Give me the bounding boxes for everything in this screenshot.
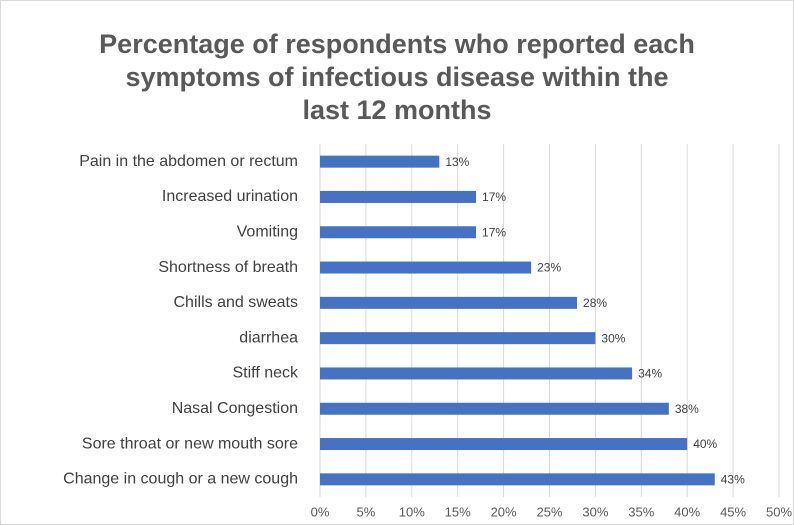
y-tick-label: Change in cough or a new cough	[63, 471, 298, 488]
y-tick-label: Pain in the abdomen or rectum	[79, 153, 298, 170]
x-tick-label: 40%	[674, 504, 700, 519]
value-label: 28%	[583, 296, 607, 310]
y-tick-label: Nasal Congestion	[172, 400, 298, 417]
value-label: 43%	[721, 473, 745, 487]
value-label: 17%	[482, 225, 506, 239]
value-label: 23%	[537, 261, 561, 275]
bar	[320, 367, 633, 380]
chart-title: Percentage of respondents who reported e…	[99, 29, 695, 125]
x-tick-label: 25%	[536, 504, 562, 519]
value-label: 34%	[638, 367, 662, 381]
bar	[320, 226, 477, 239]
y-tick-label: Chills and sweats	[174, 294, 299, 311]
bar	[320, 296, 578, 309]
x-tick-label: 0%	[311, 504, 330, 519]
bar	[320, 261, 532, 274]
value-label: 40%	[693, 437, 717, 451]
bar	[320, 402, 669, 415]
x-tick-label: 20%	[491, 504, 517, 519]
bar	[320, 190, 477, 203]
y-tick-label: Stiff neck	[232, 365, 299, 382]
x-tick-label: 45%	[720, 504, 746, 519]
y-tick-label: Shortness of breath	[158, 259, 298, 276]
y-tick-label: Vomiting	[237, 223, 298, 240]
y-tick-label: Increased urination	[162, 188, 298, 205]
x-tick-label: 35%	[628, 504, 654, 519]
value-label: 30%	[601, 331, 625, 345]
bar	[320, 332, 596, 345]
x-tick-label: 50%	[766, 504, 792, 519]
value-label: 13%	[445, 155, 469, 169]
x-tick-label: 15%	[445, 504, 471, 519]
y-tick-label: diarrhea	[239, 329, 298, 346]
x-tick-label: 10%	[399, 504, 425, 519]
value-label: 17%	[482, 190, 506, 204]
bar	[320, 473, 715, 486]
value-label: 38%	[675, 402, 699, 416]
y-tick-label: Sore throat or new mouth sore	[82, 435, 298, 452]
bar	[320, 438, 688, 451]
bar	[320, 155, 440, 168]
x-tick-label: 5%	[357, 504, 376, 519]
x-tick-label: 30%	[582, 504, 608, 519]
